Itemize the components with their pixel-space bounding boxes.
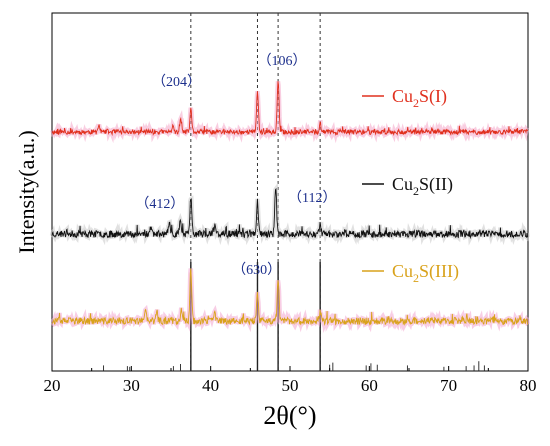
x-tick-label: 50	[282, 376, 299, 395]
x-axis-label: 2θ(°)	[263, 401, 316, 430]
y-axis-label: Intensity(a.u.)	[14, 130, 39, 253]
peak-annotation: （412）	[135, 196, 184, 212]
x-tick-label: 70	[440, 376, 457, 395]
series-line-1	[51, 81, 529, 137]
peak-annotation: （204）	[152, 74, 201, 90]
x-tick-label: 20	[44, 376, 61, 395]
legend-label-2: Cu2S(II)	[392, 174, 453, 198]
series-halo-1	[50, 80, 529, 144]
x-axis-ticks: 20 30 40 50 60 70 80	[44, 366, 537, 395]
series-line-3	[51, 268, 529, 327]
x-tick-label: 40	[202, 376, 219, 395]
peak-annotation: （630）	[232, 262, 281, 278]
peak-annotation: （112）	[288, 190, 336, 206]
x-tick-label: 80	[520, 376, 537, 395]
x-tick-label: 60	[361, 376, 378, 395]
legend-label-1: Cu2S(I)	[392, 86, 447, 110]
x-tick-label: 30	[123, 376, 140, 395]
series-labels: Cu2S(I) Cu2S(II) Cu2S(III)	[362, 86, 459, 285]
series-group	[49, 80, 530, 334]
series-line-2	[51, 187, 529, 240]
legend-label-3: Cu2S(III)	[392, 261, 459, 285]
peak-annotation: （106）	[258, 53, 307, 69]
peak-annotations: （204） （106） （412） （112） （630）	[135, 53, 336, 278]
